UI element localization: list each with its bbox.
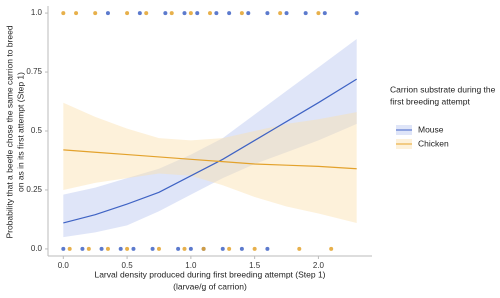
data-point bbox=[265, 246, 270, 251]
data-point bbox=[284, 11, 289, 16]
data-point bbox=[239, 246, 244, 251]
fit-line bbox=[63, 149, 357, 170]
data-point bbox=[297, 246, 302, 251]
data-point bbox=[278, 11, 283, 16]
fit-line bbox=[63, 78, 358, 224]
data-point bbox=[150, 246, 155, 251]
y-axis-label: Probability that a beetle chose the same… bbox=[4, 25, 14, 238]
data-point bbox=[227, 11, 232, 16]
data-point bbox=[188, 246, 193, 251]
data-point bbox=[227, 246, 232, 251]
data-point bbox=[322, 11, 327, 16]
data-point bbox=[86, 246, 91, 251]
data-point bbox=[169, 11, 174, 16]
data-point bbox=[201, 246, 206, 251]
x-tick-label: 0.5 bbox=[122, 261, 134, 270]
data-point bbox=[137, 11, 142, 16]
confidence-band bbox=[63, 102, 357, 223]
data-point bbox=[182, 246, 187, 251]
y-tick-label: 0.0 bbox=[31, 244, 43, 253]
legend-band bbox=[396, 139, 412, 149]
data-point bbox=[93, 11, 98, 16]
x-axis-label: (larvae/g of carrion) bbox=[173, 281, 247, 291]
y-axis-label: on as in its first attempt (Step 1) bbox=[15, 72, 25, 192]
data-point bbox=[354, 11, 359, 16]
x-tick-label: 1.0 bbox=[185, 261, 197, 270]
legend-label: Chicken bbox=[418, 138, 449, 148]
x-axis-label: Larval density produced during first bre… bbox=[94, 269, 325, 279]
data-point bbox=[99, 246, 104, 251]
y-tick-label: 0.5 bbox=[31, 126, 43, 135]
data-point bbox=[67, 246, 72, 251]
data-point bbox=[329, 246, 334, 251]
y-tick-label: 0.25 bbox=[26, 185, 42, 194]
data-point bbox=[214, 11, 219, 16]
data-point bbox=[246, 11, 251, 16]
data-point bbox=[252, 246, 257, 251]
data-point bbox=[208, 11, 212, 16]
data-point bbox=[131, 246, 136, 251]
data-point bbox=[105, 11, 110, 16]
data-point bbox=[163, 11, 168, 16]
data-point bbox=[265, 11, 270, 16]
data-point bbox=[303, 11, 308, 16]
data-point bbox=[125, 11, 130, 16]
legend-label: Mouse bbox=[418, 124, 444, 134]
data-point bbox=[176, 246, 181, 251]
data-point bbox=[156, 246, 161, 251]
data-point bbox=[195, 11, 200, 16]
y-tick-label: 1.0 bbox=[31, 8, 43, 17]
legend-title: Carrion substrate during the bbox=[390, 84, 496, 94]
data-point bbox=[220, 246, 225, 251]
data-point bbox=[144, 11, 149, 16]
data-point bbox=[188, 11, 193, 16]
data-point bbox=[105, 246, 110, 251]
legend-band bbox=[396, 125, 412, 135]
x-tick-label: 2.0 bbox=[313, 261, 325, 270]
data-point bbox=[61, 246, 66, 251]
data-point bbox=[61, 11, 66, 16]
x-tick-label: 1.5 bbox=[249, 261, 261, 270]
data-point bbox=[74, 11, 79, 16]
data-point bbox=[239, 11, 244, 16]
y-tick-label: 0.75 bbox=[26, 67, 42, 76]
legend-title: first breeding attempt bbox=[390, 96, 470, 106]
data-point bbox=[80, 246, 85, 251]
data-point bbox=[125, 246, 130, 251]
data-point bbox=[316, 11, 321, 16]
confidence-band bbox=[63, 39, 357, 238]
data-point bbox=[118, 246, 123, 251]
x-tick-label: 0.0 bbox=[58, 261, 70, 270]
data-point bbox=[182, 11, 187, 16]
